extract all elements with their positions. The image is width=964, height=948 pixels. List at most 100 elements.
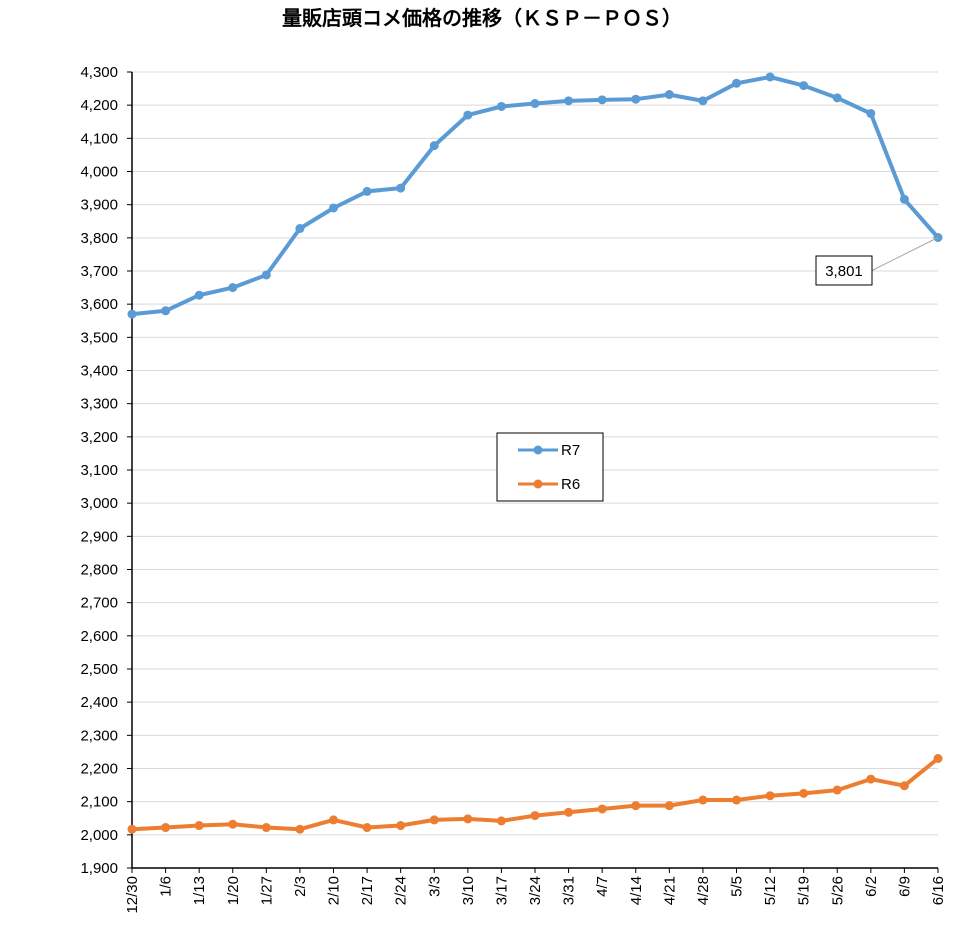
- y-tick-label: 3,400: [80, 363, 118, 380]
- y-tick-label: 3,200: [80, 429, 118, 446]
- legend-label-r6: R6: [561, 476, 580, 493]
- data-point: [362, 823, 372, 833]
- data-point: [899, 781, 909, 791]
- data-point: [496, 101, 506, 111]
- x-tick-label: 6/16: [930, 876, 947, 905]
- data-point: [329, 203, 338, 213]
- annotation-box: [815, 255, 873, 286]
- data-point: [127, 309, 137, 319]
- y-axis-ticks: 1,900 2,000 2,100 2,200 2,300 2,400 2,500 2,600…: [80, 64, 132, 877]
- data-point: [362, 186, 372, 196]
- data-point: [429, 815, 439, 825]
- series-r7: [127, 72, 943, 319]
- x-tick-label: 5/5: [729, 876, 746, 897]
- data-point: [597, 95, 607, 105]
- data-point: [463, 110, 473, 120]
- data-point: [396, 821, 406, 831]
- data-point: [799, 788, 809, 798]
- x-tick-label: 1/6: [158, 876, 175, 897]
- x-axis-ticks: 12/30 1/6 1/13 1/20 1/27 2/3 2/10 2/17 2/24 3/3 3/…: [124, 868, 947, 914]
- data-point: [429, 141, 439, 151]
- x-tick-label: 6/2: [863, 876, 880, 897]
- data-point: [295, 824, 305, 834]
- y-tick-label: 3,700: [80, 263, 118, 280]
- data-point: [261, 823, 271, 833]
- y-tick-label: 4,300: [80, 64, 118, 81]
- y-tick-label: 3,100: [80, 462, 118, 479]
- x-tick-label: 2/3: [292, 876, 309, 897]
- y-tick-label: 3,800: [80, 230, 118, 247]
- data-label-annotation: 3,801: [815, 237, 939, 286]
- data-point: [631, 94, 641, 104]
- data-point: [899, 194, 909, 204]
- y-tick-label: 3,300: [80, 396, 118, 413]
- x-tick-label: 4/7: [594, 876, 611, 897]
- x-tick-label: 3/24: [527, 876, 544, 905]
- data-point: [564, 807, 574, 817]
- series-group: [127, 72, 943, 834]
- data-point: [228, 819, 238, 829]
- data-point: [698, 795, 708, 805]
- x-tick-label: 2/17: [359, 876, 376, 905]
- y-tick-label: 3,000: [80, 495, 118, 512]
- data-point: [496, 816, 506, 826]
- data-point: [799, 81, 809, 91]
- legend-marker-r6: [533, 479, 543, 489]
- data-point: [194, 821, 204, 831]
- x-tick-label: 4/28: [695, 876, 712, 905]
- y-tick-label: 4,000: [80, 164, 118, 181]
- x-tick-label: 3/3: [426, 876, 443, 897]
- legend-box: [496, 432, 604, 502]
- x-tick-label: 3/31: [561, 876, 578, 905]
- y-tick-label: 4,200: [80, 97, 118, 114]
- data-point: [597, 804, 607, 814]
- data-point: [832, 785, 842, 795]
- data-point: [664, 90, 674, 100]
- data-point: [329, 815, 338, 825]
- x-tick-label: 1/13: [191, 876, 208, 905]
- x-tick-label: 5/26: [829, 876, 846, 905]
- legend-marker-r7: [533, 445, 543, 455]
- y-tick-label: 4,100: [80, 130, 118, 147]
- data-point: [933, 754, 943, 764]
- x-tick-label: 12/30: [124, 876, 141, 914]
- data-point: [765, 791, 775, 801]
- data-point: [866, 108, 876, 118]
- data-point: [564, 96, 574, 106]
- x-tick-label: 5/12: [762, 876, 779, 905]
- y-tick-label: 2,000: [80, 827, 118, 844]
- data-point: [698, 96, 708, 106]
- legend-label-r7: R7: [561, 442, 580, 459]
- y-tick-label: 2,800: [80, 562, 118, 579]
- data-point: [194, 290, 204, 300]
- legend: R7 R6: [496, 432, 604, 502]
- x-tick-label: 3/10: [460, 876, 477, 905]
- annotation-leader-line: [871, 237, 939, 271]
- chart-title: 量販店頭コメ価格の推移（ＫＳＰ－ＰＯＳ）: [282, 6, 682, 30]
- x-tick-label: 2/24: [393, 876, 410, 905]
- data-point: [228, 283, 238, 293]
- data-point: [765, 72, 775, 82]
- data-point: [530, 99, 540, 109]
- y-tick-label: 1,900: [80, 860, 118, 877]
- x-tick-label: 2/10: [326, 876, 343, 905]
- x-tick-label: 1/20: [225, 876, 242, 905]
- y-tick-label: 2,700: [80, 595, 118, 612]
- y-tick-label: 2,300: [80, 727, 118, 744]
- y-tick-label: 2,600: [80, 628, 118, 645]
- data-point: [664, 801, 674, 811]
- data-point: [295, 224, 305, 234]
- data-point: [866, 774, 876, 784]
- data-point: [261, 270, 271, 280]
- y-tick-label: 3,500: [80, 329, 118, 346]
- y-tick-label: 2,900: [80, 528, 118, 545]
- y-tick-label: 2,400: [80, 694, 118, 711]
- data-point: [530, 811, 540, 821]
- y-tick-label: 3,900: [80, 197, 118, 214]
- data-point: [832, 93, 842, 103]
- x-tick-label: 4/21: [661, 876, 678, 905]
- data-point: [732, 78, 741, 88]
- data-point: [161, 823, 171, 833]
- y-tick-label: 2,500: [80, 661, 118, 678]
